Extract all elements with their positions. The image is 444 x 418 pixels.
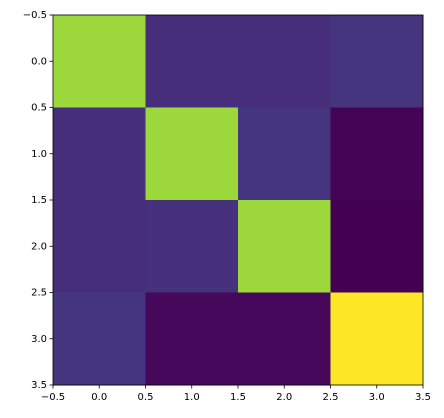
heatmap-cell: [145, 292, 239, 386]
x-tick-label: 0.5: [138, 392, 154, 403]
heatmap-cell: [145, 15, 239, 108]
heatmap-cell: [238, 292, 331, 386]
y-tick-label: 3.5: [31, 380, 47, 391]
y-tick-label: 1.5: [31, 195, 47, 206]
y-tick-label: 3.0: [31, 334, 47, 345]
heatmap-cell: [330, 107, 424, 201]
y-tick-label: 2.0: [31, 241, 47, 252]
x-tick-label: 2.0: [276, 392, 292, 403]
heatmap-cell: [330, 292, 424, 386]
heatmap-cell: [238, 200, 331, 293]
x-tick-label: 0.0: [91, 392, 107, 403]
x-tick-label: 3.5: [415, 392, 431, 403]
heatmap-cell: [238, 15, 331, 108]
heatmap-cell: [53, 107, 146, 201]
x-tick-label: 3.0: [369, 392, 385, 403]
x-tick-label: 1.5: [230, 392, 246, 403]
y-tick-label: 0.0: [31, 56, 47, 67]
heatmap-cell: [53, 200, 146, 293]
y-tick-label: −0.5: [23, 10, 47, 21]
x-tick-label: 2.5: [323, 392, 339, 403]
y-tick-label: 2.5: [31, 288, 47, 299]
heatmap-cell: [53, 292, 146, 386]
heatmap-cell: [145, 200, 239, 293]
heatmap-cell: [145, 107, 239, 201]
heatmap-cell: [53, 15, 146, 108]
x-tick-label: 1.0: [184, 392, 200, 403]
heatmap-cell: [238, 107, 331, 201]
heatmap-cell: [330, 15, 424, 108]
x-tick-label: −0.5: [41, 392, 65, 403]
y-tick-label: 1.0: [31, 149, 47, 160]
y-tick-label: 0.5: [31, 103, 47, 114]
heatmap-cell: [330, 200, 424, 293]
